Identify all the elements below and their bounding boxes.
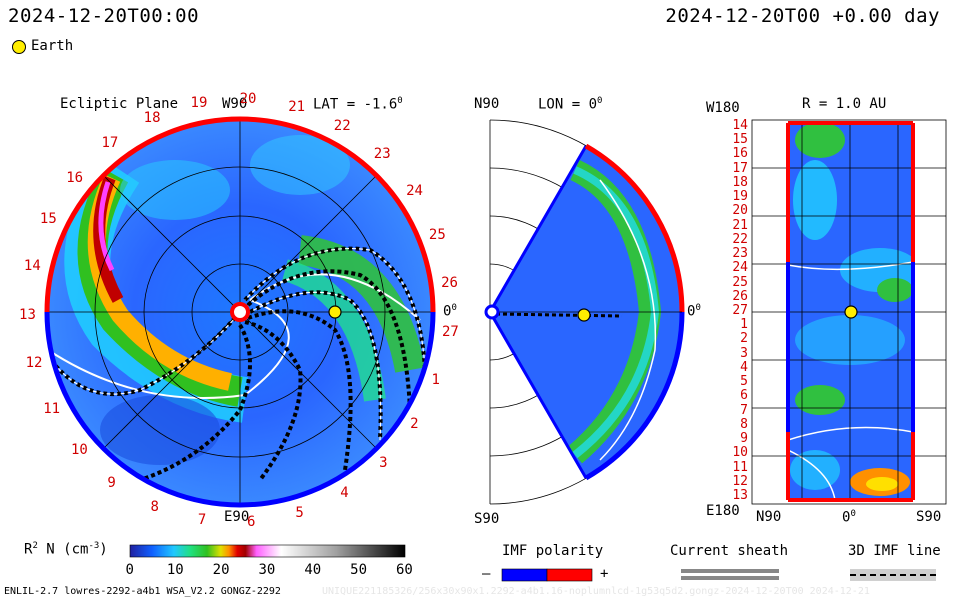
colorbar-tick-label: 30: [258, 562, 276, 578]
colorbar-tick-label: 50: [350, 562, 368, 578]
earth-marker-icon: [12, 40, 26, 54]
meridional-plane-plot: [484, 119, 685, 505]
ecliptic-tick-label: 3: [379, 454, 388, 471]
radial-y-label: 20: [732, 203, 748, 219]
meridional-right-label: 00: [687, 303, 701, 320]
meridional-title: LON = 00: [538, 96, 603, 113]
ecliptic-tick-label: 12: [25, 355, 43, 372]
ecliptic-tick-label: 24: [406, 183, 423, 200]
left-datetime: 2024-12-20T00:00: [8, 5, 200, 27]
density-colorbar: [129, 544, 406, 558]
radial-x-label: 00: [842, 509, 856, 526]
ecliptic-tick-label: 17: [101, 135, 119, 152]
radial-shell-plot: [751, 119, 947, 505]
imf-polarity-minus: –: [482, 566, 491, 582]
ecliptic-tick-label: 7: [197, 512, 207, 529]
ecliptic-tick-label: 18: [143, 109, 161, 126]
radial-y-label: 2: [740, 331, 748, 347]
current-sheath-swatch: [681, 569, 779, 581]
ecliptic-tick-label: 15: [39, 211, 57, 228]
radial-y-label: 12: [732, 473, 748, 489]
footer-right-text: UNIQUE221185326/256x30x90x1.2292-a4b1.16…: [322, 586, 870, 597]
ecliptic-bottom-label: E90: [224, 509, 250, 525]
ecliptic-tick-label: 25: [428, 227, 446, 244]
radial-y-label: 15: [732, 132, 748, 148]
ecliptic-tick-label: 10: [71, 442, 88, 459]
current-sheath-title: Current sheath: [670, 543, 789, 559]
radial-y-label: 27: [732, 303, 748, 318]
ecliptic-tick-label: 2: [410, 416, 419, 433]
ecliptic-tick-label: 23: [373, 146, 391, 163]
radial-y-label: 16: [732, 146, 748, 162]
radial-y-label: 9: [740, 431, 748, 447]
radial-y-label: 21: [732, 217, 748, 233]
imf-polarity-plus: +: [600, 566, 609, 582]
ecliptic-tick-label: 26: [441, 274, 458, 291]
ecliptic-plane-plot: [44, 116, 436, 508]
right-datetime: 2024-12-20T00 +0.00 day: [665, 5, 940, 27]
radial-y-label: 25: [732, 274, 748, 290]
imf-polarity-positive-swatch: [546, 568, 593, 582]
colorbar-label: R2 N (cm-3): [24, 541, 108, 558]
radial-y-label: 10: [732, 445, 748, 461]
colorbar-tick-label: 40: [304, 562, 322, 578]
radial-y-label: 24: [732, 260, 748, 276]
ecliptic-tick-label: 4: [340, 484, 349, 501]
ecliptic-right-label: 00: [443, 303, 457, 320]
radial-y-label: 18: [732, 174, 748, 190]
imf-polarity-negative-swatch: [501, 568, 548, 582]
radial-y-label: 6: [740, 388, 748, 404]
ecliptic-tick-label: 8: [150, 499, 159, 516]
ecliptic-tick-label: 21: [288, 98, 306, 115]
radial-x-label: S90: [916, 509, 942, 525]
radial-x-label: N90: [756, 509, 782, 525]
imf-polarity-title: IMF polarity: [502, 543, 604, 559]
footer-left-text: ENLIL-2.7 lowres-2292-a4b1 WSA_V2.2 GONG…: [4, 586, 281, 597]
ecliptic-tick-label: 9: [107, 475, 116, 492]
ecliptic-tick-label: 14: [23, 257, 41, 274]
ecliptic-tick-label: 13: [19, 306, 36, 323]
ecliptic-tick-label: 5: [295, 505, 304, 521]
ecliptic-tick-label: 1: [431, 372, 440, 389]
radial-y-label: 17: [732, 160, 748, 176]
radial-y-label: 1: [740, 317, 748, 333]
radial-y-label: 3: [740, 345, 748, 361]
ecliptic-tick-label: 27: [441, 323, 459, 340]
ecliptic-top-label: W90: [222, 96, 248, 112]
radial-y-label: 11: [732, 459, 748, 475]
ecliptic-title: Ecliptic Plane: [60, 96, 179, 112]
ecliptic-tick-label: 19: [190, 94, 208, 111]
colorbar-tick-label: 10: [166, 562, 184, 578]
ecliptic-lat-label: LAT = -1.60: [313, 96, 403, 113]
radial-y-label: 14: [732, 118, 748, 133]
radial-y-label: 8: [740, 416, 748, 432]
imf-line-swatch: [850, 569, 936, 581]
meridional-top-label: N90: [474, 96, 500, 112]
colorbar-tick-label: 0: [125, 562, 134, 578]
radial-y-label: 22: [732, 231, 748, 247]
colorbar-tick-label: 20: [212, 562, 230, 578]
meridional-bottom-label: S90: [474, 511, 500, 527]
radial-title: R = 1.0 AU: [802, 96, 887, 112]
radial-y-label: 13: [732, 488, 748, 503]
radial-y-label: 4: [740, 359, 748, 375]
imf-line-title: 3D IMF line: [848, 543, 941, 559]
ecliptic-tick-label: 20: [239, 91, 257, 108]
ecliptic-tick-label: 11: [43, 401, 61, 418]
radial-y-label: 19: [732, 189, 748, 205]
earth-legend-label: Earth: [31, 38, 74, 54]
ecliptic-tick-label: 22: [333, 117, 351, 134]
radial-y-label: 26: [732, 288, 748, 304]
radial-top-left-label: W180: [706, 100, 740, 116]
colorbar-tick-label: 60: [396, 562, 413, 578]
ecliptic-tick-label: 6: [247, 514, 256, 531]
ecliptic-tick-label: 16: [66, 169, 84, 186]
radial-bottom-left-label: E180: [706, 503, 740, 519]
radial-y-label: 23: [732, 246, 748, 262]
radial-y-label: 7: [740, 402, 748, 418]
radial-y-label: 5: [740, 374, 748, 390]
